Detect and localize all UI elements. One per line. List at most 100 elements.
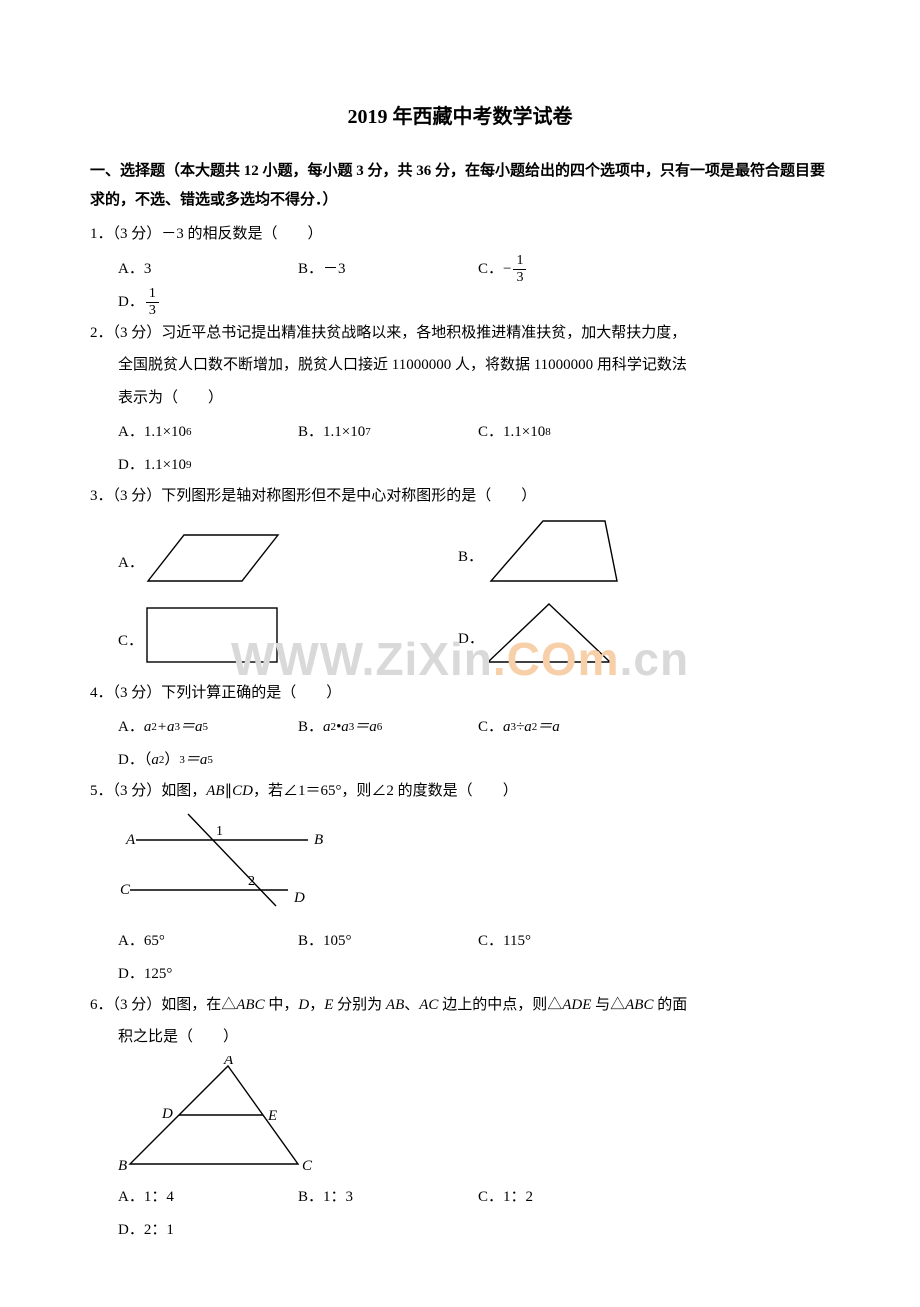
q4-d-eq: ＝a <box>185 744 208 777</box>
q4-options: A．a2+a3＝a5 B．a2•a3＝a6 C．a3÷a2＝a D．（a2）3＝… <box>90 711 830 777</box>
q5-stem: 5．（3 分）如图，AB∥CD，若∠1＝65°，则∠2 的度数是（ ） <box>90 777 830 806</box>
q6-pre: 6．（3 分）如图，在△ <box>90 997 236 1013</box>
q2-a-exp: 6 <box>186 420 192 444</box>
q5-opt-a: A．65° <box>118 925 298 958</box>
svg-text:1: 1 <box>216 824 223 839</box>
q6-figure: A B C D E <box>90 1056 830 1181</box>
q6-ac: AC <box>419 997 438 1013</box>
q2-d-exp: 9 <box>186 453 192 477</box>
q2-opt-d: D．1.1×109 <box>118 449 298 482</box>
q4-d-pre: D．（ <box>118 744 151 777</box>
q5-diagram: A B C D 1 2 <box>118 810 338 920</box>
q2-a-text: A．1.1×10 <box>118 416 186 449</box>
q3-c-label: C． <box>118 625 143 658</box>
q1-opt-c: C． − 1 3 <box>478 253 658 286</box>
q6-abc2: ABC <box>625 997 653 1013</box>
svg-text:A: A <box>125 832 136 848</box>
q6-ab: AB <box>386 997 404 1013</box>
q2-c-exp: 8 <box>545 420 551 444</box>
q4-opt-c: C．a3÷a2＝a <box>478 711 658 744</box>
q1-c-label: C． <box>478 253 503 286</box>
q4-a-eq: ＝a <box>180 711 203 744</box>
q6-comma: ， <box>309 997 324 1013</box>
q4-opt-a: A．a2+a3＝a5 <box>118 711 298 744</box>
q2-options: A．1.1×106 B．1.1×107 C．1.1×108 D．1.1×109 <box>90 416 830 482</box>
q3-opt-b: B． <box>458 515 798 600</box>
q4-c-pre: C． <box>478 711 503 744</box>
q6-end: 的面 <box>653 997 687 1013</box>
q3-options-row2: C． D． <box>90 600 830 679</box>
q2-b-exp: 7 <box>365 420 371 444</box>
parallelogram-shape <box>144 527 284 600</box>
q6-abc: ABC <box>236 997 264 1013</box>
q4-d-mid: ） <box>164 744 179 777</box>
q2-line3: 表示为（ ） <box>90 384 830 413</box>
page: 2019 年西藏中考数学试卷 一、选择题（本大题共 12 小题，每小题 3 分，… <box>0 0 920 1307</box>
q6-post2: 与△ <box>591 997 625 1013</box>
q1-stem: 1．（3 分）－3 的相反数是（ ） <box>90 220 830 249</box>
q3-opt-d: D． <box>458 600 798 679</box>
q5-options: A．65° B．105° C．115° D．125° <box>90 925 830 991</box>
q3-opt-c: C． <box>118 604 458 679</box>
q4-stem: 4．（3 分）下列计算正确的是（ ） <box>90 679 830 708</box>
q5-post: ，若∠1＝65°，则∠2 的度数是（ ） <box>253 783 518 799</box>
q6-opt-b: B．1：3 <box>298 1181 478 1214</box>
q1-d-den: 3 <box>146 303 159 318</box>
q3-b-label: B． <box>458 541 483 574</box>
q2-opt-a: A．1.1×106 <box>118 416 298 449</box>
q3-stem: 3．（3 分）下列图形是轴对称图形但不是中心对称图形的是（ ） <box>90 482 830 511</box>
svg-text:B: B <box>118 1158 127 1174</box>
q2-line2: 全国脱贫人口数不断增加，脱贫人口接近 11000000 人，将数据 110000… <box>90 351 830 380</box>
q1-c-neg: − <box>503 253 511 286</box>
q1-c-num: 1 <box>513 253 526 269</box>
q2-opt-c: C．1.1×108 <box>478 416 658 449</box>
exam-title: 2019 年西藏中考数学试卷 <box>90 100 830 129</box>
q4-b-pre: B． <box>298 711 323 744</box>
svg-text:B: B <box>314 832 323 848</box>
q6-opt-d: D．2：1 <box>118 1214 298 1247</box>
q4-b-eq: ＝a <box>354 711 377 744</box>
q4-d-e3: 5 <box>207 748 213 772</box>
q1-opt-a: A．3 <box>118 253 298 286</box>
q5-opt-c: C．115° <box>478 925 658 958</box>
q6-line1: 6．（3 分）如图，在△ABC 中，D，E 分别为 AB、AC 边上的中点，则△… <box>90 991 830 1020</box>
q3-d-label: D． <box>458 623 484 656</box>
svg-text:D: D <box>161 1106 173 1122</box>
triangle-shape <box>484 600 614 679</box>
section-1-heading: 一、选择题（本大题共 12 小题，每小题 3 分，共 36 分，在每小题给出的四… <box>90 157 830 214</box>
q6-mid: 中， <box>265 997 299 1013</box>
q3-a-label: A． <box>118 547 144 580</box>
q5-pre: 5．（3 分）如图， <box>90 783 206 799</box>
svg-text:D: D <box>293 890 305 906</box>
trapezoid-shape <box>483 515 623 600</box>
q1-c-frac: 1 3 <box>513 253 526 285</box>
q5-mid: ∥ <box>225 783 233 799</box>
q6-post: 边上的中点，则△ <box>438 997 562 1013</box>
q2-b-text: B．1.1×10 <box>298 416 365 449</box>
q4-b-e3: 6 <box>377 715 383 739</box>
q5-opt-b: B．105° <box>298 925 478 958</box>
q4-a-mid: +a <box>157 711 175 744</box>
q2-line1: 2．（3 分）习近平总书记提出精准扶贫战略以来，各地积极推进精准扶贫，加大帮扶力… <box>90 319 830 348</box>
q1-c-den: 3 <box>513 270 526 285</box>
q3-options-row1: A． B． <box>90 515 830 600</box>
svg-text:A: A <box>223 1056 234 1068</box>
q4-a-pre: A． <box>118 711 144 744</box>
q1-opt-b: B．－3 <box>298 253 478 286</box>
q6-diagram: A B C D E <box>118 1056 318 1176</box>
q6-opt-c: C．1：2 <box>478 1181 658 1214</box>
q4-b-mid: •a <box>336 711 349 744</box>
q2-d-text: D．1.1×10 <box>118 449 186 482</box>
q6-ade: ADE <box>562 997 591 1013</box>
q1-options: A．3 B．－3 C． − 1 3 D． 1 3 <box>90 253 830 319</box>
q5-opt-d: D．125° <box>118 958 298 991</box>
q1-d-frac: 1 3 <box>146 286 159 318</box>
q3-opt-a: A． <box>118 527 458 600</box>
q4-c-eq: ＝a <box>537 711 560 744</box>
svg-text:C: C <box>120 882 131 898</box>
q2-opt-b: B．1.1×107 <box>298 416 478 449</box>
q4-opt-b: B．a2•a3＝a6 <box>298 711 478 744</box>
q5-ab: AB <box>206 783 224 799</box>
q4-a-b1: a <box>144 711 152 744</box>
svg-text:C: C <box>302 1158 313 1174</box>
